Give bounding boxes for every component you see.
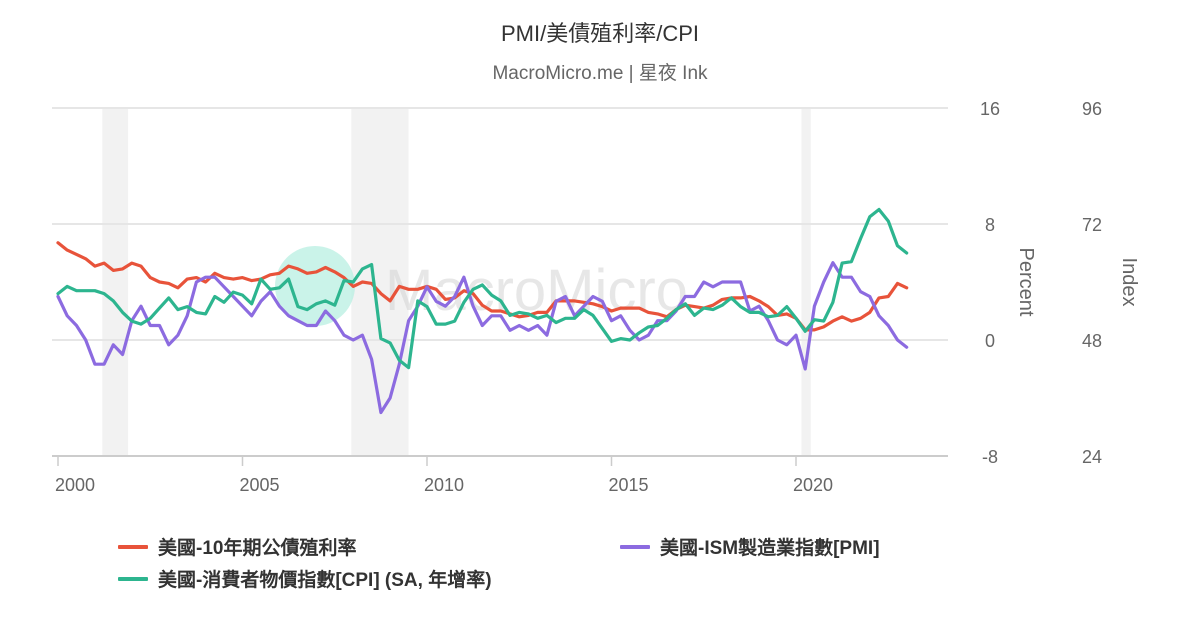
legend-item-us-10y-yield[interactable]: 美國-10年期公債殖利率 — [118, 533, 356, 560]
legend-label: 美國-消費者物價指數[CPI] (SA, 年增率) — [158, 570, 492, 591]
recession-shading — [102, 108, 811, 456]
y-right-tick-label: 24 — [1082, 447, 1102, 467]
recession-band — [102, 108, 129, 456]
x-tick-label: 2010 — [424, 475, 464, 495]
y-axis-right-title: Index — [1118, 258, 1140, 307]
legend-label: 美國-10年期公債殖利率 — [158, 538, 357, 559]
legend-swatch-purple — [620, 544, 650, 549]
recession-band — [801, 108, 811, 456]
legend-swatch-green — [118, 576, 148, 581]
y-right-tick-label: 96 — [1082, 99, 1102, 119]
legend-label: 美國-ISM製造業指數[PMI] — [660, 538, 880, 559]
x-tick-label: 2005 — [239, 475, 279, 495]
x-tick-label: 2020 — [793, 475, 833, 495]
legend-item-ism-pmi[interactable]: 美國-ISM製造業指數[PMI] — [620, 533, 880, 560]
y-left-tick-label: 16 — [980, 99, 1000, 119]
y-left-tick-label: -8 — [982, 447, 998, 467]
series-lines — [56, 207, 909, 415]
series-line-2[interactable] — [56, 207, 909, 370]
y-axes: 16 8 0 -8 96 72 48 24 — [980, 99, 1102, 467]
y-right-tick-label: 48 — [1082, 331, 1102, 351]
legend-item-us-cpi[interactable]: 美國-消費者物價指數[CPI] (SA, 年增率) — [118, 565, 492, 592]
x-axis: 2000 2005 2010 2015 2020 — [55, 456, 833, 495]
x-tick-label: 2015 — [608, 475, 648, 495]
legend-swatch-red — [118, 544, 148, 549]
y-left-tick-label: 0 — [985, 331, 995, 351]
y-left-tick-label: 8 — [985, 215, 995, 235]
chart-title: PMI/美債殖利率/CPI — [500, 21, 699, 46]
y-right-tick-label: 72 — [1082, 215, 1102, 235]
y-axis-left-title: Percent — [1015, 248, 1037, 317]
x-tick-label: 2000 — [55, 475, 95, 495]
chart-subtitle: MacroMicro.me | 星夜 Ink — [492, 63, 708, 84]
